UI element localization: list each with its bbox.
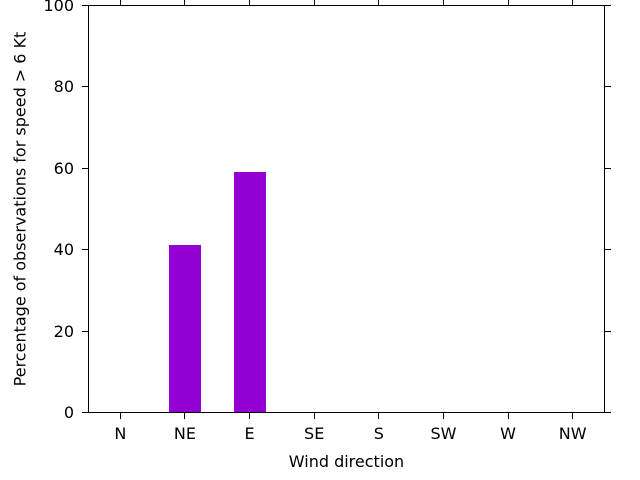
x-tick-bottom-S xyxy=(378,413,380,419)
y-tick-label-40: 40 xyxy=(53,240,74,260)
y-tick-left-100 xyxy=(82,5,88,6)
bar-NE xyxy=(168,245,201,412)
x-tick-label-NE: NE xyxy=(173,424,196,443)
y-tick-left-40 xyxy=(82,249,88,251)
x-tick-label-SE: SE xyxy=(304,424,325,443)
y-tick-right-100 xyxy=(605,5,611,6)
y-tick-right-0 xyxy=(605,412,611,413)
bar-E xyxy=(233,171,266,412)
x-tick-top-NE xyxy=(184,0,186,5)
x-tick-bottom-SW xyxy=(442,413,444,419)
x-tick-top-S xyxy=(378,0,380,5)
x-tick-label-E: E xyxy=(244,424,255,443)
y-tick-label-0: 0 xyxy=(63,403,74,422)
x-tick-bottom-NW xyxy=(572,413,574,419)
y-tick-label-100: 100 xyxy=(43,0,74,15)
y-tick-label-20: 20 xyxy=(53,321,74,341)
x-tick-bottom-NE xyxy=(184,413,186,419)
x-tick-top-NW xyxy=(572,0,574,5)
x-tick-bottom-E xyxy=(249,413,251,419)
x-tick-label-NW: NW xyxy=(558,424,587,443)
y-tick-label-80: 80 xyxy=(53,77,74,97)
y-tick-left-0 xyxy=(82,412,88,413)
x-tick-label-SW: SW xyxy=(430,424,457,443)
y-tick-left-60 xyxy=(82,167,88,169)
x-tick-bottom-W xyxy=(507,413,509,419)
x-tick-top-SE xyxy=(313,0,315,5)
y-tick-right-40 xyxy=(605,249,611,251)
y-tick-right-20 xyxy=(605,330,611,332)
x-tick-top-N xyxy=(119,0,121,5)
x-tick-top-W xyxy=(507,0,509,5)
x-tick-label-W: W xyxy=(500,424,516,443)
x-tick-top-SW xyxy=(442,0,444,5)
x-tick-top-E xyxy=(249,0,251,5)
x-tick-label-S: S xyxy=(373,424,384,443)
x-tick-bottom-N xyxy=(119,413,121,419)
plot-area xyxy=(88,5,605,413)
x-tick-label-N: N xyxy=(114,424,127,443)
y-tick-label-60: 60 xyxy=(53,158,74,178)
x-tick-bottom-SE xyxy=(313,413,315,419)
x-axis-title: Wind direction xyxy=(288,452,405,471)
y-tick-right-60 xyxy=(605,167,611,169)
y-tick-left-20 xyxy=(82,330,88,332)
y-tick-left-80 xyxy=(82,86,88,88)
y-tick-right-80 xyxy=(605,86,611,88)
